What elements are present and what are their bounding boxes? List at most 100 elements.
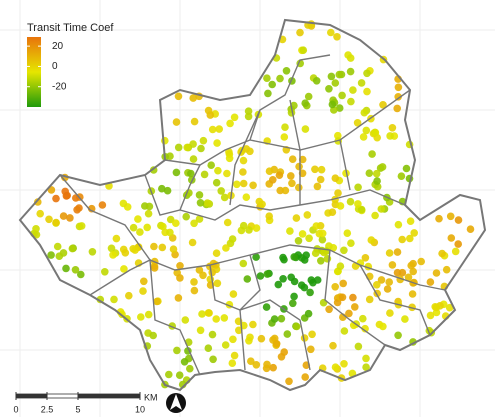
- point: [62, 264, 70, 273]
- point: [300, 256, 309, 264]
- point: [311, 249, 320, 257]
- point: [249, 320, 257, 329]
- point: [68, 244, 77, 253]
- point: [195, 266, 204, 274]
- point: [340, 327, 349, 335]
- point: [435, 214, 443, 223]
- point: [199, 136, 208, 145]
- point: [228, 359, 237, 368]
- point: [263, 360, 271, 369]
- point: [354, 183, 362, 192]
- point: [328, 100, 337, 109]
- district-lines: [59, 54, 446, 376]
- point: [72, 194, 80, 202]
- point: [333, 33, 341, 41]
- point: [292, 322, 301, 331]
- point: [301, 373, 310, 381]
- point: [301, 125, 310, 133]
- point: [263, 74, 271, 82]
- point: [317, 165, 326, 174]
- point: [406, 217, 415, 225]
- point: [317, 257, 325, 265]
- point: [262, 303, 271, 311]
- point: [52, 194, 60, 203]
- point: [172, 118, 181, 126]
- point: [308, 330, 316, 339]
- point: [176, 262, 184, 270]
- point: [143, 223, 151, 232]
- point: [340, 360, 348, 368]
- point: [209, 355, 217, 364]
- point: [204, 106, 213, 115]
- point: [311, 165, 319, 174]
- point: [212, 315, 220, 323]
- point: [365, 169, 374, 177]
- point: [204, 309, 213, 317]
- point: [252, 361, 261, 369]
- point: [172, 168, 181, 177]
- point: [204, 344, 213, 353]
- point: [312, 77, 321, 85]
- point: [394, 83, 403, 92]
- point: [268, 80, 277, 89]
- point: [313, 182, 322, 191]
- point: [307, 345, 315, 354]
- point: [188, 238, 197, 247]
- point: [110, 295, 118, 304]
- point: [276, 74, 284, 83]
- point: [349, 293, 357, 302]
- point: [279, 275, 287, 283]
- point: [207, 161, 215, 169]
- point: [200, 170, 209, 179]
- point: [230, 113, 239, 122]
- point: [150, 242, 158, 251]
- point: [281, 186, 290, 195]
- point: [158, 243, 167, 252]
- point: [239, 259, 248, 268]
- point: [361, 324, 369, 333]
- point: [402, 164, 411, 173]
- colorbar: [27, 37, 41, 107]
- point: [294, 237, 303, 245]
- point: [190, 117, 199, 126]
- point: [174, 143, 183, 152]
- point: [131, 246, 139, 254]
- point: [388, 261, 397, 269]
- point: [274, 280, 283, 289]
- point: [335, 70, 344, 79]
- legend-title: Transit Time Coef: [27, 22, 114, 34]
- point: [197, 144, 205, 153]
- point: [233, 180, 241, 189]
- point: [222, 244, 230, 252]
- point: [360, 108, 369, 117]
- point: [214, 166, 222, 175]
- point: [217, 187, 225, 195]
- point: [215, 125, 223, 133]
- point: [377, 276, 386, 284]
- scale-bar: 0 2.5 5 10 KM: [13, 392, 158, 414]
- point: [213, 139, 221, 147]
- point: [408, 290, 417, 298]
- point: [346, 54, 355, 62]
- point: [417, 257, 426, 266]
- point: [331, 79, 340, 87]
- point: [328, 208, 337, 216]
- point: [301, 99, 310, 107]
- point: [409, 267, 418, 276]
- point: [401, 315, 409, 323]
- point: [144, 209, 153, 218]
- point: [252, 224, 261, 232]
- point: [407, 261, 416, 270]
- legend-tick-label: -20: [52, 81, 67, 92]
- point: [189, 94, 197, 102]
- point: [329, 341, 337, 350]
- point: [363, 87, 371, 96]
- point: [242, 193, 251, 201]
- point: [245, 226, 253, 234]
- point: [183, 143, 191, 152]
- point: [347, 239, 355, 247]
- point: [357, 205, 366, 214]
- point: [307, 276, 316, 284]
- point: [319, 298, 328, 307]
- point: [247, 357, 255, 366]
